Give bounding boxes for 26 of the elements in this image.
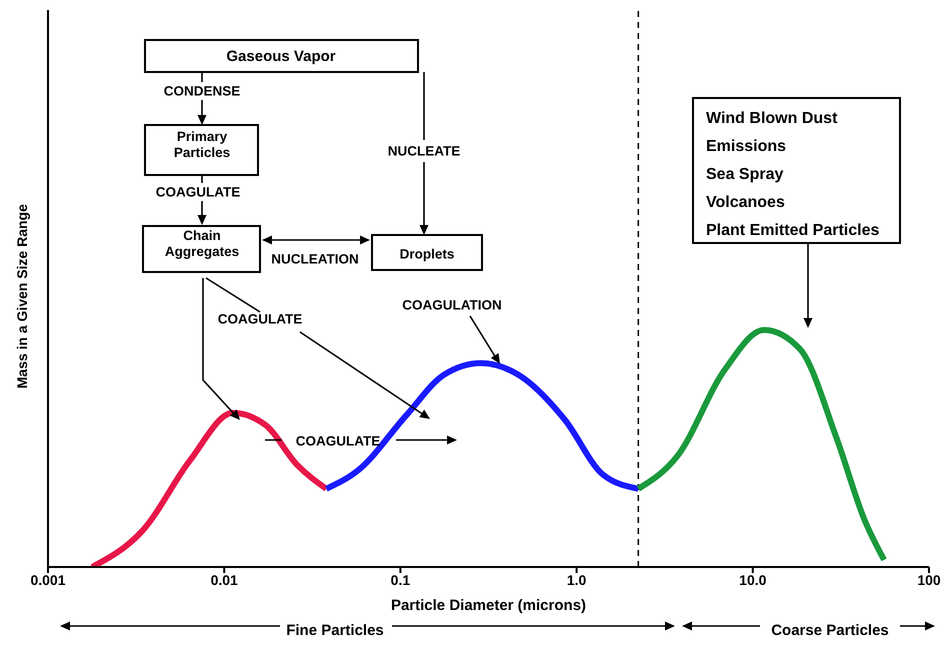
text: Chain Aggregates bbox=[164, 228, 240, 259]
x-tick-label: 10.0 bbox=[739, 572, 767, 588]
text: COAGULATE bbox=[218, 312, 302, 327]
text: Plant Emitted Particles bbox=[706, 222, 880, 240]
text: Volcanoes bbox=[706, 194, 785, 212]
annotation: COAGULATE bbox=[296, 434, 380, 449]
text: Gaseous Vapor bbox=[226, 48, 336, 65]
text: Emissions bbox=[706, 138, 786, 156]
x-axis-title: Particle Diameter (microns) bbox=[390, 597, 586, 614]
text: Fine Particles bbox=[286, 622, 384, 639]
text: Droplets bbox=[400, 246, 454, 262]
text: COAGULATE bbox=[156, 184, 240, 200]
text: CONDENSE bbox=[164, 84, 240, 99]
x-tick-label: 1.0 bbox=[566, 572, 587, 588]
x-tick-label: 0.001 bbox=[30, 572, 66, 588]
text: Coarse Particles bbox=[771, 622, 889, 639]
x-tick-label: 0.01 bbox=[210, 572, 238, 588]
text: Wind Blown Dust bbox=[706, 110, 838, 128]
x-tick-label: 100 bbox=[917, 572, 941, 588]
y-axis-title: Mass in a Given Size Range bbox=[14, 204, 30, 388]
text: NUCLEATE bbox=[388, 144, 460, 159]
x-tick-label: 0.1 bbox=[390, 572, 410, 588]
text: COAGULATION bbox=[402, 298, 502, 313]
text: NUCLEATION bbox=[271, 252, 359, 267]
text: Primary Particles bbox=[174, 129, 230, 160]
text: Sea Spray bbox=[706, 166, 784, 184]
